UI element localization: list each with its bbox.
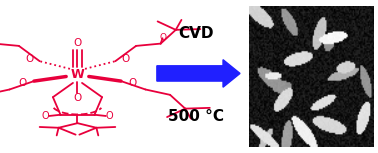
Text: O: O bbox=[128, 78, 136, 88]
Text: 500 °C: 500 °C bbox=[168, 109, 224, 124]
Text: O: O bbox=[122, 54, 130, 64]
Text: O: O bbox=[25, 54, 33, 64]
Text: W: W bbox=[71, 69, 84, 81]
Text: O: O bbox=[159, 33, 166, 42]
Text: O: O bbox=[73, 93, 82, 103]
Text: O: O bbox=[73, 38, 82, 48]
Text: CVD: CVD bbox=[178, 26, 214, 41]
Text: O: O bbox=[106, 110, 113, 121]
Text: O: O bbox=[19, 78, 27, 88]
FancyArrow shape bbox=[157, 60, 240, 87]
Text: O: O bbox=[42, 110, 49, 121]
